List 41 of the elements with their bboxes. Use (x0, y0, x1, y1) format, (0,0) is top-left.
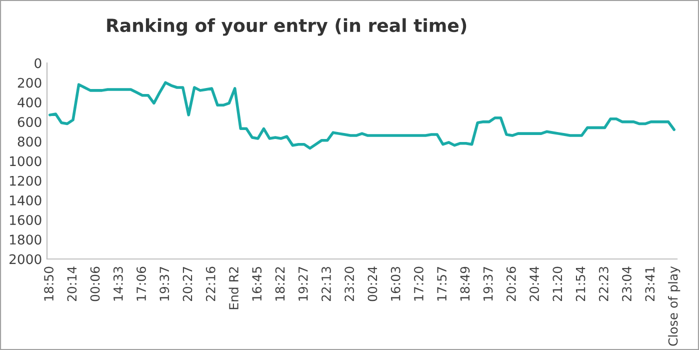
x-tick-label: 17:06 (136, 266, 146, 301)
x-tick-label: 19:37 (160, 267, 170, 301)
y-tick-label: 800 (18, 136, 42, 147)
y-tick-label: 2000 (10, 254, 42, 264)
x-tick-label: 21:54 (576, 266, 586, 302)
x-tick-label: 16:45 (252, 267, 262, 301)
y-tick-label: 200 (18, 78, 42, 88)
x-tick-label: 00:24 (368, 266, 378, 302)
x-tick-label: 00:06 (90, 266, 100, 302)
x-tick-label: 18:22 (275, 267, 285, 301)
x-tick-label: 18:49 (460, 266, 470, 301)
x-tick-label: 22:16 (206, 266, 216, 302)
chart-title: Ranking of your entry (in real time) (107, 18, 466, 36)
x-tick-label: 17:57 (437, 267, 447, 301)
x-tick-label: 20:27 (182, 267, 192, 302)
x-tick-label: 21:20 (552, 266, 562, 302)
x-tick-label: 19:37 (483, 267, 493, 301)
x-tick-label: 18:50 (44, 266, 54, 301)
x-tick-label: 14:33 (113, 266, 123, 301)
x-tick-label: 20:44 (530, 266, 540, 302)
x-tick-label: 23:04 (622, 266, 632, 302)
x-tick-label: 23:20 (344, 266, 354, 302)
y-tick-label: 1200 (10, 176, 42, 186)
x-tick-label: End R2 (228, 267, 238, 310)
x-tick-label: 19:27 (298, 267, 308, 301)
y-tick-label: 1000 (10, 156, 42, 166)
x-tick-label: 23:41 (645, 267, 655, 302)
y-tick-label: 1400 (10, 195, 42, 206)
y-tick-label: 0 (34, 58, 42, 68)
y-tick-label: 600 (18, 117, 42, 127)
x-tick-label: Close of play (668, 266, 680, 346)
x-tick-label: 22:13 (321, 266, 331, 302)
y-tick-label: 400 (18, 97, 42, 108)
x-tick-label: 20:26 (506, 266, 516, 302)
x-tick-label: 22:23 (598, 266, 608, 302)
y-tick-label: 1600 (10, 215, 42, 225)
x-tick-label: 20:14 (67, 266, 77, 302)
y-tick-label: 1800 (10, 234, 42, 245)
line-series (48, 81, 676, 150)
x-tick-label: 17:20 (414, 266, 424, 301)
x-tick-label: 16:03 (390, 266, 400, 301)
